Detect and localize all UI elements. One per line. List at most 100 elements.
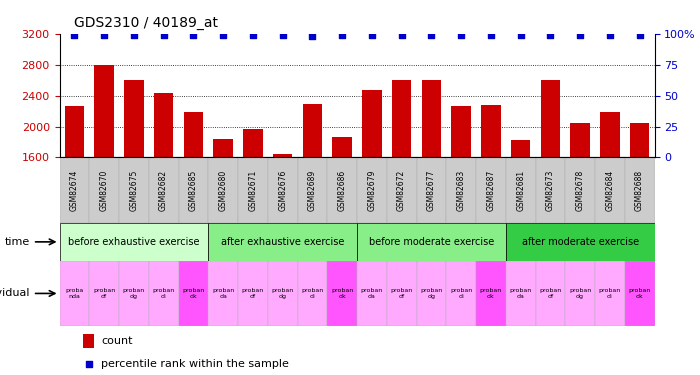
Bar [90, 261, 119, 326]
Bar [238, 158, 267, 223]
Point [634, 32, 645, 38]
Bar [357, 223, 505, 261]
Text: GSM82677: GSM82677 [427, 170, 436, 211]
Bar [148, 261, 178, 326]
Bar [624, 158, 654, 223]
Bar [447, 261, 476, 326]
Text: proban
di: proban di [301, 288, 323, 299]
Bar [416, 261, 447, 326]
Text: proban
dk: proban dk [331, 288, 354, 299]
Text: before exhaustive exercise: before exhaustive exercise [68, 237, 200, 247]
Bar [64, 106, 84, 158]
Bar [540, 80, 560, 158]
Bar [536, 158, 566, 223]
Text: proban
df: proban df [539, 288, 561, 299]
Bar [386, 261, 416, 326]
Text: GDS2310 / 40189_at: GDS2310 / 40189_at [74, 16, 218, 30]
Text: GSM82684: GSM82684 [606, 170, 615, 211]
Bar [298, 261, 328, 326]
Text: proban
dk: proban dk [182, 288, 204, 299]
Point [456, 32, 467, 38]
Text: GSM82688: GSM82688 [635, 170, 644, 211]
Point [366, 32, 377, 38]
Bar [267, 158, 297, 223]
Bar [505, 261, 536, 326]
Bar [298, 158, 328, 223]
Text: GSM82673: GSM82673 [546, 170, 555, 211]
Text: proban
di: proban di [450, 288, 473, 299]
Bar [148, 158, 178, 223]
Text: proban
df: proban df [241, 288, 264, 299]
Bar [624, 261, 654, 326]
Text: before moderate exercise: before moderate exercise [369, 237, 494, 247]
Text: GSM82676: GSM82676 [278, 170, 287, 211]
Text: GSM82681: GSM82681 [516, 170, 525, 211]
Bar [302, 104, 322, 158]
Bar [178, 158, 209, 223]
Bar [183, 112, 203, 158]
Bar [154, 93, 174, 158]
Text: GSM82687: GSM82687 [486, 170, 496, 211]
Bar [178, 261, 209, 326]
Bar [505, 223, 654, 261]
Text: GSM82679: GSM82679 [368, 170, 377, 211]
Bar [238, 261, 267, 326]
Bar [476, 158, 505, 223]
Bar [566, 261, 595, 326]
Bar [332, 136, 352, 158]
Bar [209, 261, 238, 326]
Bar [214, 139, 233, 158]
Bar [570, 123, 590, 158]
Point [617, 250, 628, 256]
Bar [386, 158, 416, 223]
Text: GSM82670: GSM82670 [99, 170, 108, 211]
Text: proban
dg: proban dg [420, 288, 442, 299]
Bar [94, 64, 114, 158]
Point [188, 32, 199, 38]
Point [128, 32, 139, 38]
Text: GSM82678: GSM82678 [575, 170, 584, 211]
Text: proban
dg: proban dg [122, 288, 145, 299]
Bar [209, 223, 357, 261]
Bar [243, 129, 262, 158]
Text: GSM82671: GSM82671 [248, 170, 258, 211]
Bar [421, 80, 441, 158]
Bar [505, 158, 536, 223]
Text: percentile rank within the sample: percentile rank within the sample [102, 359, 289, 369]
Bar [119, 261, 148, 326]
Point [485, 32, 496, 38]
Text: proban
dk: proban dk [629, 288, 651, 299]
Text: proban
di: proban di [153, 288, 175, 299]
Point [337, 32, 348, 38]
Point [158, 32, 169, 38]
Bar [595, 261, 624, 326]
Bar [267, 261, 297, 326]
Text: GSM82689: GSM82689 [308, 170, 317, 211]
Point [515, 32, 526, 38]
Bar [60, 261, 90, 326]
Text: proban
df: proban df [93, 288, 116, 299]
Text: time: time [4, 237, 30, 247]
Point [426, 32, 437, 38]
Text: after exhaustive exercise: after exhaustive exercise [221, 237, 344, 247]
Bar [328, 261, 357, 326]
Text: proba
nda: proba nda [65, 288, 83, 299]
Point [396, 32, 407, 38]
Text: proban
da: proban da [212, 288, 234, 299]
Bar [90, 158, 119, 223]
Bar [119, 158, 148, 223]
Text: proban
dg: proban dg [569, 288, 591, 299]
Bar [600, 112, 620, 158]
Text: proban
df: proban df [391, 288, 413, 299]
Bar [60, 223, 209, 261]
Bar [481, 105, 500, 158]
Text: after moderate exercise: after moderate exercise [522, 237, 638, 247]
Bar [476, 261, 505, 326]
Point [545, 32, 556, 38]
Point [218, 32, 229, 38]
Text: GSM82683: GSM82683 [456, 170, 466, 211]
Bar [392, 80, 412, 158]
Point [69, 32, 80, 38]
Text: GSM82675: GSM82675 [130, 170, 139, 211]
Text: proban
dk: proban dk [480, 288, 502, 299]
